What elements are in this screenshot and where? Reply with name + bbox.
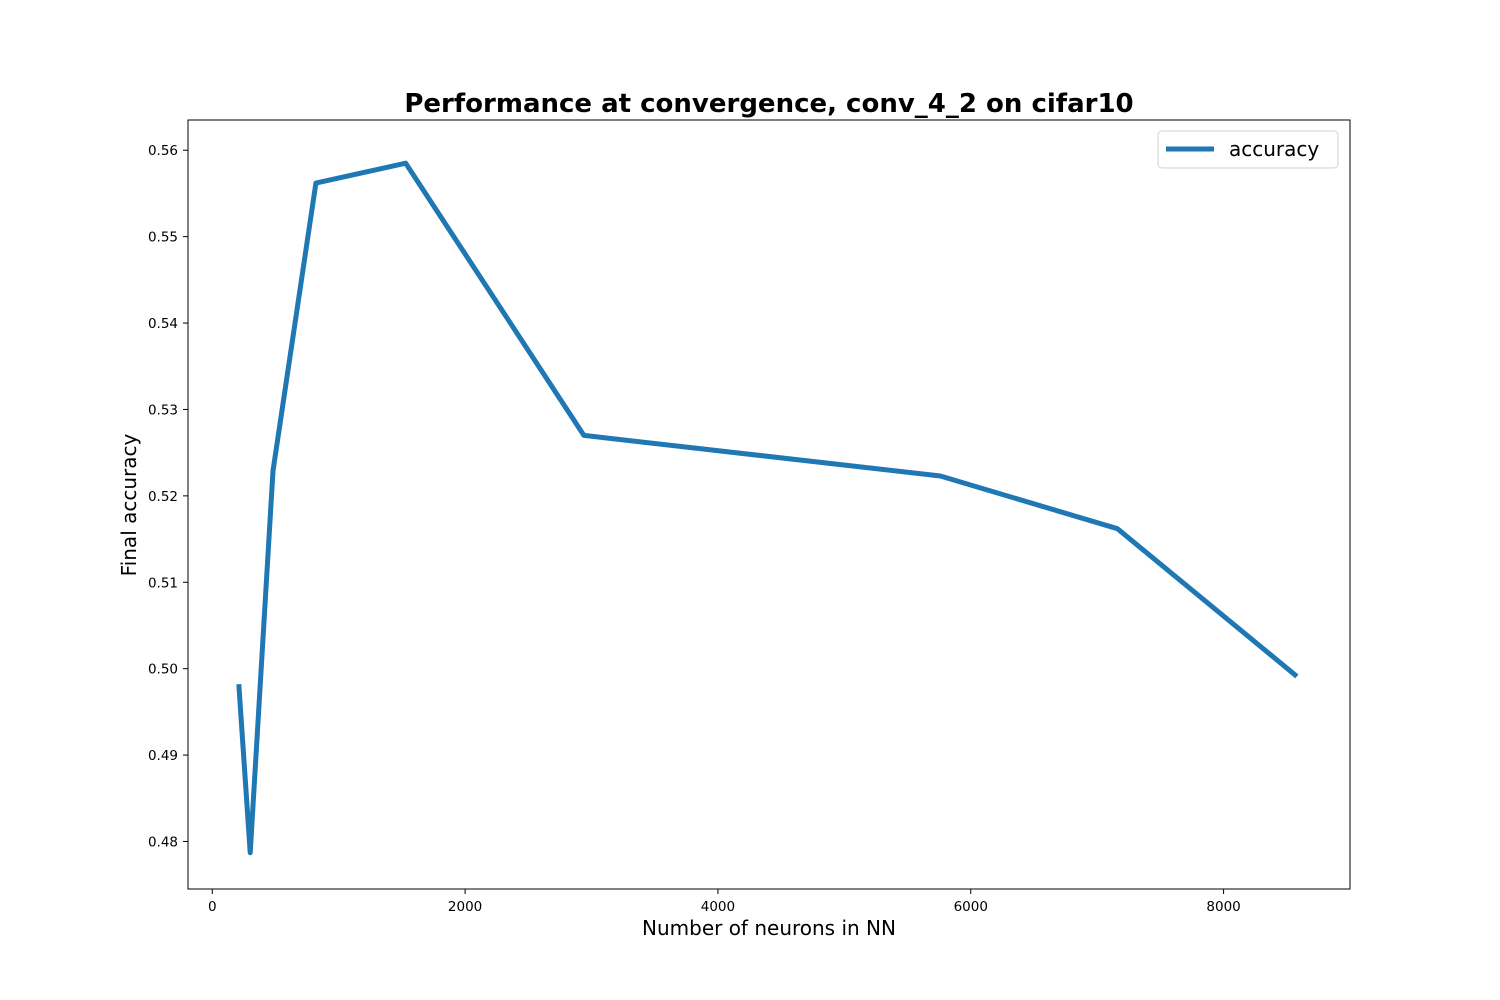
legend-label: accuracy <box>1229 137 1319 161</box>
x-tick-label: 6000 <box>954 899 988 915</box>
y-tick-label: 0.54 <box>148 316 178 332</box>
chart-title: Performance at convergence, conv_4_2 on … <box>404 89 1133 119</box>
y-tick-label: 0.49 <box>148 748 178 764</box>
y-tick-label: 0.52 <box>148 489 178 505</box>
y-tick-label: 0.48 <box>148 834 178 850</box>
y-tick-label: 0.56 <box>148 143 178 159</box>
x-axis: 0 2000 4000 6000 8000 <box>208 889 1241 915</box>
x-tick-label: 8000 <box>1206 899 1240 915</box>
x-tick-label: 0 <box>208 899 217 915</box>
y-tick-label: 0.50 <box>148 662 178 678</box>
y-tick-label: 0.55 <box>148 230 178 246</box>
y-axis: 0.48 0.49 0.50 0.51 0.52 0.53 0.54 0.55 0.56 <box>148 143 188 850</box>
y-axis-label: Final accuracy <box>117 433 141 576</box>
y-tick-label: 0.51 <box>148 575 178 591</box>
x-tick-label: 2000 <box>448 899 482 915</box>
axes-frame <box>187 119 1351 890</box>
x-axis-label: Number of neurons in NN <box>642 916 896 940</box>
y-tick-label: 0.53 <box>148 402 178 418</box>
plot-area <box>236 160 1299 856</box>
legend-box <box>1157 130 1339 169</box>
x-tick-label: 4000 <box>701 899 735 915</box>
series-line-accuracy <box>236 160 1299 856</box>
legend: accuracy <box>1157 130 1339 169</box>
